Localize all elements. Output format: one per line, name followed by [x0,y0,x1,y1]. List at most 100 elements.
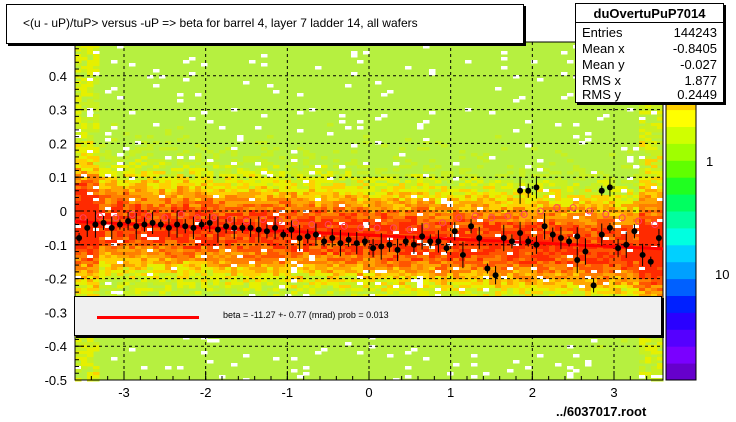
z-tick-label: 1 [706,154,713,169]
profile-point [517,187,524,194]
profile-point [198,221,205,228]
profile-point [459,251,466,258]
profile-point [288,226,295,233]
profile-point [435,238,442,245]
open-point [292,219,299,227]
profile-point [419,233,426,240]
stats-label: RMS y [582,87,621,102]
open-point [259,215,267,223]
open-point [520,210,528,218]
y-tick-label: -0.2 [45,272,67,287]
profile-point [606,184,613,191]
profile-point [566,238,573,245]
legend-entry: beta = -11.27 +- 0.77 (mrad) prob = 0.01… [223,310,389,320]
x-tick-label: -2 [200,385,212,400]
profile-point [590,282,597,289]
palette-band [666,312,696,330]
open-point [651,221,659,229]
stats-value: 1.877 [684,73,717,88]
open-point [324,221,332,229]
palette-band [666,126,696,144]
palette-band [666,211,696,229]
profile-point [484,265,491,272]
profile-point [533,241,540,248]
stats-label: Mean y [582,57,625,72]
open-point [177,210,185,218]
z-tick-label: 10 [715,267,729,282]
profile-point [223,223,230,230]
stats-value: 0.2449 [677,87,717,102]
profile-point [280,231,287,238]
open-point [373,224,381,232]
profile-point [108,224,115,231]
profile-point [231,224,238,231]
legend-line-swatch [97,316,199,319]
profile-point [296,235,303,242]
palette-band [666,329,696,347]
profile-point [525,187,532,194]
profile-point [370,245,377,252]
palette-band [666,363,696,381]
profile-point [321,238,328,245]
profile-point [84,224,91,231]
x-tick-label: 1 [447,385,454,400]
y-tick-label: -0.1 [45,238,67,253]
profile-point [337,240,344,247]
palette-band [666,194,696,212]
profile-point [304,233,311,240]
profile-point [329,235,336,242]
profile-point [247,224,254,231]
profile-point [574,257,581,264]
profile-point [165,224,172,231]
profile-point [353,240,360,247]
legend-box: beta = -11.27 +- 0.77 (mrad) prob = 0.01… [74,296,662,336]
profile-point [255,226,262,233]
x-tick-label: 2 [529,385,536,400]
profile-point [133,223,140,230]
profile-point [443,245,450,252]
x-tick-label: -3 [118,385,130,400]
palette-band [666,143,696,161]
profile-point [533,184,540,191]
open-point [243,217,250,225]
stats-value: -0.027 [680,57,717,72]
palette-band [666,295,696,313]
profile-point [386,241,393,248]
profile-point [582,248,589,255]
open-point [618,214,626,222]
profile-point [541,223,548,230]
palette-band [666,109,696,127]
profile-point [141,221,148,228]
open-point [406,226,414,234]
profile-point [451,228,458,235]
stats-value: 144243 [673,25,717,40]
profile-point [263,228,270,235]
stats-name: duOvertuPuP7014 [576,6,723,23]
profile-point [517,229,524,236]
open-point [439,219,446,227]
profile-point [92,221,99,228]
profile-point [574,233,581,240]
profile-point [174,221,181,228]
profile-point [345,236,352,243]
palette-band [666,346,696,364]
profile-point [182,223,189,230]
profile-point [631,228,638,235]
profile-point [606,224,613,231]
open-point [226,215,234,223]
profile-point [476,235,483,242]
y-tick-label: 0.3 [49,103,67,118]
open-point [96,212,103,220]
open-point [553,204,561,212]
stats-label: Mean x [582,41,625,56]
open-point [471,212,479,220]
palette-band [666,278,696,296]
y-tick-label: 0.2 [49,136,67,151]
profile-point [394,246,401,253]
stats-label: Entries [582,25,623,40]
profile-point [549,231,556,238]
profile-point [427,238,434,245]
open-point [504,212,512,220]
open-point [194,214,201,222]
